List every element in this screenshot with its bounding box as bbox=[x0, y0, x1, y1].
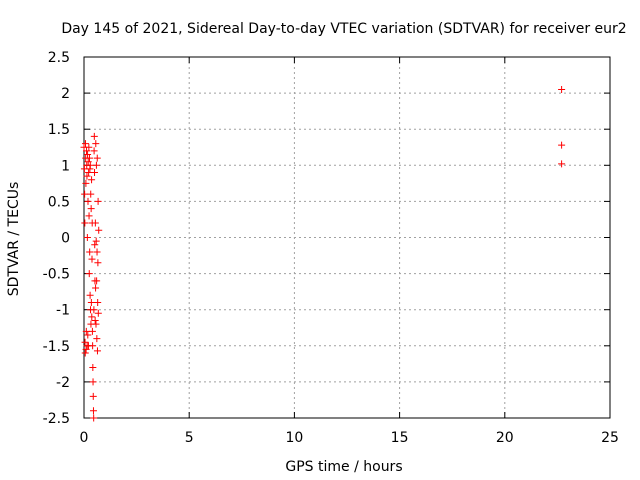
data-point bbox=[86, 291, 94, 299]
data-point bbox=[83, 234, 91, 241]
data-point bbox=[85, 154, 93, 162]
data-point bbox=[82, 327, 90, 335]
data-point bbox=[92, 161, 100, 169]
y-tick-label: 1 bbox=[61, 158, 70, 174]
data-point bbox=[84, 197, 92, 205]
data-point bbox=[91, 219, 99, 227]
plot-border bbox=[83, 56, 611, 419]
data-point bbox=[95, 226, 103, 234]
data-point bbox=[86, 161, 94, 169]
data-point bbox=[82, 179, 90, 187]
data-point bbox=[92, 140, 100, 148]
x-tick-label: 5 bbox=[185, 430, 194, 446]
data-point bbox=[84, 158, 92, 166]
x-axis-label: GPS time / hours bbox=[285, 459, 402, 475]
y-tick-label: 0.5 bbox=[48, 194, 70, 210]
y-axis-label: SDTVAR / TECUs bbox=[6, 182, 22, 297]
x-tick-label: 15 bbox=[391, 430, 409, 446]
data-point bbox=[92, 237, 100, 245]
x-tick-label: 25 bbox=[601, 430, 619, 446]
data-point bbox=[91, 169, 99, 177]
data-point bbox=[89, 407, 97, 415]
data-point bbox=[81, 219, 89, 227]
data-point bbox=[81, 190, 89, 198]
data-point bbox=[558, 160, 566, 168]
y-tick-label: -1 bbox=[56, 303, 70, 319]
y-tick-label: -0.5 bbox=[43, 267, 70, 283]
x-tick-label: 0 bbox=[80, 430, 89, 446]
y-tick-label: 2 bbox=[61, 86, 70, 102]
grid-lines bbox=[84, 57, 610, 418]
data-point bbox=[90, 306, 98, 314]
y-tick-label: -2 bbox=[56, 375, 70, 391]
data-points bbox=[80, 85, 566, 422]
data-point bbox=[93, 248, 101, 256]
data-point bbox=[91, 241, 99, 249]
data-point bbox=[94, 197, 102, 205]
data-point bbox=[88, 255, 96, 263]
data-point bbox=[81, 349, 89, 357]
chart-title: Day 145 of 2021, Sidereal Day-to-day VTE… bbox=[61, 21, 626, 37]
data-point bbox=[87, 190, 95, 198]
data-point bbox=[89, 392, 97, 400]
data-point bbox=[85, 212, 93, 220]
x-tick-label: 20 bbox=[496, 430, 514, 446]
data-point bbox=[90, 147, 98, 155]
y-tick-label: -2.5 bbox=[43, 411, 70, 427]
data-point bbox=[83, 147, 91, 155]
data-point bbox=[91, 317, 99, 325]
y-tick-label: -1.5 bbox=[43, 339, 70, 355]
y-tick-labels: -2.5 -2 -1.5 -1 -0.5 0 0.5 1 1.5 2 2.5 bbox=[43, 50, 70, 427]
data-point bbox=[90, 132, 98, 140]
data-point bbox=[89, 363, 97, 371]
data-point bbox=[88, 327, 96, 335]
data-point bbox=[89, 378, 97, 386]
axis-ticks bbox=[83, 56, 611, 419]
data-point bbox=[94, 309, 102, 317]
data-point bbox=[84, 331, 92, 339]
data-point bbox=[81, 338, 89, 346]
data-point bbox=[84, 150, 92, 158]
data-point bbox=[558, 85, 566, 93]
y-tick-label: 2.5 bbox=[48, 50, 70, 66]
data-point bbox=[92, 284, 100, 292]
data-point bbox=[92, 320, 100, 328]
data-point bbox=[93, 154, 101, 162]
data-point bbox=[85, 143, 93, 151]
data-point bbox=[558, 141, 566, 149]
data-point bbox=[83, 172, 91, 180]
data-point bbox=[85, 169, 93, 177]
data-point bbox=[88, 313, 96, 321]
data-point bbox=[93, 347, 101, 355]
data-point bbox=[89, 342, 97, 350]
data-point bbox=[88, 176, 96, 184]
data-point bbox=[85, 270, 93, 278]
data-point bbox=[93, 277, 101, 285]
data-point bbox=[87, 205, 95, 213]
data-point bbox=[94, 298, 102, 306]
data-point bbox=[90, 414, 98, 422]
y-tick-label: 1.5 bbox=[48, 122, 70, 138]
x-tick-label: 10 bbox=[285, 430, 303, 446]
y-tick-label: 0 bbox=[61, 231, 70, 247]
data-point bbox=[82, 345, 90, 353]
data-point bbox=[93, 335, 101, 343]
data-point bbox=[94, 259, 102, 267]
data-point bbox=[87, 298, 95, 306]
data-point bbox=[81, 140, 89, 148]
data-point bbox=[86, 248, 94, 256]
x-tick-labels: 0 5 10 15 20 25 bbox=[80, 430, 619, 446]
